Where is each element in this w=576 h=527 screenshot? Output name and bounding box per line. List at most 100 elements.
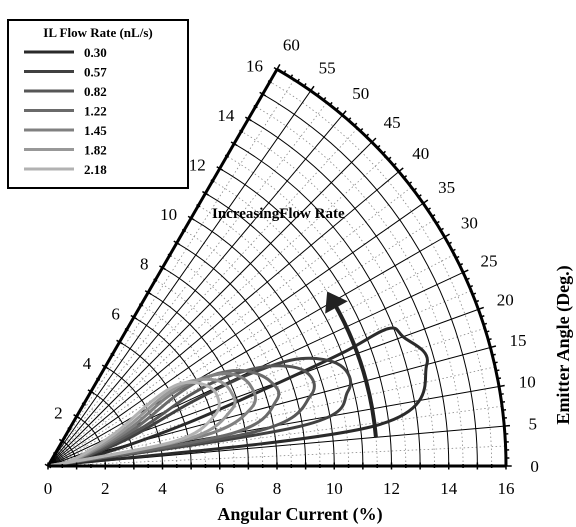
top-axis-tick xyxy=(159,265,166,271)
arc-tick xyxy=(376,144,381,149)
angle-tick-label: 45 xyxy=(384,113,401,132)
outer-arc xyxy=(276,68,508,467)
major-grid-spoke xyxy=(47,141,373,467)
top-axis-tick xyxy=(244,116,252,122)
top-edge-tick-label: 8 xyxy=(140,255,149,274)
arc-tick xyxy=(382,150,386,155)
top-axis-tick xyxy=(267,80,272,84)
legend-title: IL Flow Rate (nL/s) xyxy=(43,25,152,40)
series-line-1.82 xyxy=(47,377,237,468)
series-line-2.18 xyxy=(47,380,221,468)
top-axis-tick xyxy=(173,240,181,246)
arc-tick xyxy=(478,306,485,311)
arc-tick xyxy=(359,128,364,132)
arc-tick xyxy=(485,330,490,333)
legend-label-1.82: 1.82 xyxy=(84,143,107,158)
arc-tick xyxy=(444,233,450,238)
arc-tick xyxy=(472,292,477,296)
top-axis-tick xyxy=(187,215,195,221)
arc-tick xyxy=(303,83,307,87)
arc-tick xyxy=(341,110,347,116)
arc-tick xyxy=(408,181,413,185)
top-axis-tick xyxy=(130,314,138,320)
arc-tick xyxy=(427,207,431,211)
legend-label-0.30: 0.30 xyxy=(84,45,107,60)
top-axis-tick xyxy=(153,278,158,282)
major-grid-spoke xyxy=(47,114,343,467)
top-axis-tick xyxy=(110,352,115,357)
arc-tick xyxy=(276,64,281,70)
top-axis-tick xyxy=(67,427,72,431)
top-edge-tick-label: 14 xyxy=(217,106,235,125)
axis-frame xyxy=(44,64,512,470)
x-axis-title: Angular Current (%) xyxy=(217,504,382,525)
top-axis-tick xyxy=(53,451,58,456)
arc-tick xyxy=(316,92,320,96)
top-axis-tick xyxy=(58,438,66,444)
x-tick-label: 10 xyxy=(326,479,343,498)
legend: IL Flow Rate (nL/s) 0.30 0.57 0.82 1.22 1.45… xyxy=(7,19,189,189)
top-axis-tick xyxy=(87,389,95,395)
arc-tick xyxy=(500,393,504,396)
arc-tick xyxy=(466,277,470,281)
legend-items: 0.30 0.57 0.82 1.22 1.45 1.82 2.18 xyxy=(24,45,107,177)
arc-tick xyxy=(495,369,500,372)
top-edge-tick-label: 12 xyxy=(189,156,206,175)
major-grid-spoke xyxy=(47,202,424,467)
arc-tick xyxy=(440,227,444,231)
arc-tick xyxy=(418,194,422,198)
angle-tick-label: 60 xyxy=(283,36,300,55)
angle-tick-label: 15 xyxy=(510,331,527,350)
annotation-arrow-head xyxy=(325,291,348,314)
legend-label-0.57: 0.57 xyxy=(84,65,107,80)
arc-tick xyxy=(323,97,327,101)
arc-tick xyxy=(462,269,469,274)
top-axis-tick xyxy=(101,364,109,370)
x-tick-label: 2 xyxy=(101,479,110,498)
arc-tick xyxy=(329,101,333,106)
arc-tick xyxy=(494,361,498,364)
top-axis-tick xyxy=(230,141,238,147)
arc-tick xyxy=(296,78,300,83)
angle-tick-label: 25 xyxy=(481,251,498,270)
angle-tick-label: 35 xyxy=(438,178,455,197)
arc-tick xyxy=(347,117,352,121)
arc-tick xyxy=(422,199,429,204)
top-axis-tick xyxy=(81,402,86,406)
angle-tick-label: 55 xyxy=(319,58,336,77)
series-layer xyxy=(47,326,429,468)
top-axis-tick xyxy=(202,190,209,196)
top-axis-tick xyxy=(196,204,201,208)
arc-tick xyxy=(497,377,502,380)
arc-tick xyxy=(403,175,408,179)
top-axis-tick xyxy=(124,328,129,332)
annotation-layer: IncreasingFlow Rate xyxy=(212,206,378,438)
x-tick-label: 14 xyxy=(440,479,458,498)
legend-label-1.45: 1.45 xyxy=(84,123,107,138)
angle-tick-label: 40 xyxy=(412,144,429,163)
top-axis-tick xyxy=(73,414,81,419)
legend-box xyxy=(7,19,189,189)
minor-grid-arc xyxy=(169,254,292,467)
top-axis-tick xyxy=(44,463,52,469)
arc-tick xyxy=(413,187,417,191)
arc-tick xyxy=(459,263,464,266)
minor-grid-arc xyxy=(241,130,435,467)
x-tick-label: 12 xyxy=(383,479,400,498)
legend-label-2.18: 2.18 xyxy=(84,162,107,177)
arc-tick xyxy=(469,285,474,288)
angle-tick-label: 5 xyxy=(529,415,538,434)
arc-tick xyxy=(455,255,460,259)
x-tick-label: 0 xyxy=(44,479,53,498)
arc-tick xyxy=(353,122,358,127)
top-axis-tick xyxy=(167,253,172,257)
angle-tick-label: 0 xyxy=(530,457,539,476)
angle-tick-label: 20 xyxy=(497,291,514,310)
arc-tick xyxy=(452,248,456,252)
top-edge-tick-label: 10 xyxy=(160,205,177,224)
arc-tick xyxy=(398,167,404,173)
major-grid-spoke xyxy=(47,90,312,467)
arc-tick xyxy=(488,338,492,341)
top-axis-tick xyxy=(224,154,230,158)
